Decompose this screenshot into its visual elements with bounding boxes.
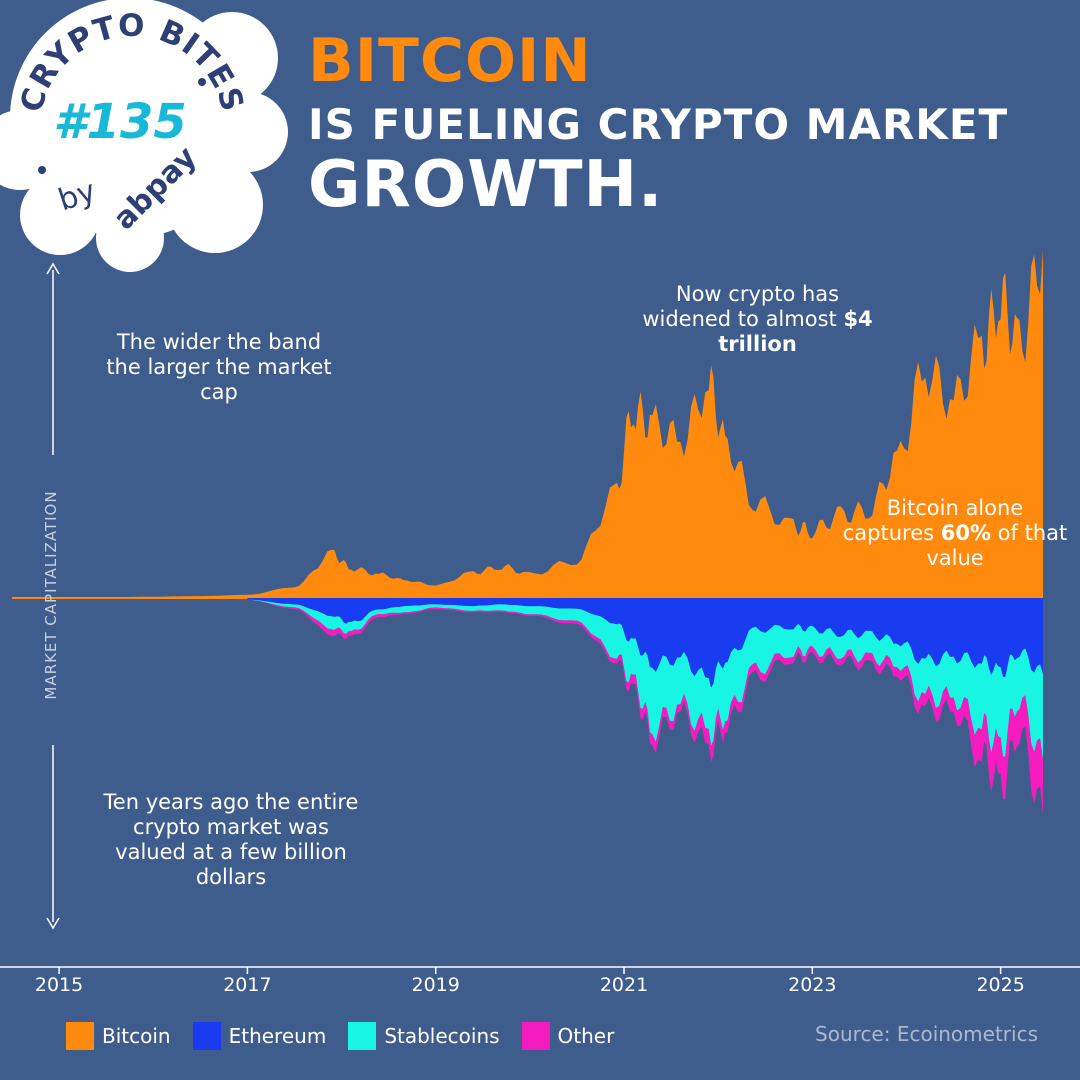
annotation-ten-years: Ten years ago the entire crypto market w…: [103, 790, 359, 889]
y-axis-label: MARKET CAPITALIZATION: [42, 490, 60, 700]
stream-stablecoins: [12, 598, 1043, 760]
legend-swatch: [348, 1022, 377, 1050]
source-credit: Source: Ecoinometrics: [815, 1022, 1038, 1046]
x-tick-label: 2023: [788, 974, 837, 996]
annotation-btc-text: Bitcoin alone captures: [842, 496, 1024, 545]
stream-ethereum: [12, 598, 1043, 688]
y-arrow-down-head: [46, 917, 60, 930]
annotation-btc-text-end: of that value: [926, 521, 1068, 570]
legend-label: Bitcoin: [102, 1024, 171, 1048]
annotation-now-text: Now crypto has widened to almost: [642, 282, 844, 331]
axes: [0, 262, 1080, 974]
annotation-bitcoin-share: Bitcoin alone captures 60% of that value: [840, 496, 1070, 571]
badge-number: #135: [53, 94, 187, 150]
x-tick-label: 2017: [223, 974, 272, 996]
annotation-btc-value: 60%: [940, 521, 991, 545]
x-tick-label: 2015: [34, 974, 84, 996]
annotation-now-value: $4 trillion: [718, 307, 873, 356]
badge-dot: [198, 78, 206, 86]
stream-layers: [12, 250, 1043, 815]
legend-item-stablecoins: Stablecoins: [348, 1022, 500, 1050]
legend-item-other: Other: [521, 1022, 615, 1050]
legend-swatch: [66, 1022, 94, 1050]
x-tick-label: 2021: [599, 974, 649, 996]
x-tick-label: 2019: [411, 974, 460, 996]
headline-growth: GROWTH.: [308, 148, 664, 222]
legend-swatch: [521, 1022, 550, 1050]
headline-bitcoin: BITCOIN: [308, 26, 592, 96]
legend-swatch: [192, 1022, 221, 1050]
legend-label: Ethereum: [228, 1024, 327, 1048]
legend-item-bitcoin: Bitcoin: [66, 1022, 171, 1050]
legend-item-ethereum: Ethereum: [192, 1022, 327, 1050]
legend: Bitcoin Ethereum Stablecoins Other: [66, 1022, 636, 1050]
badge-dot: [38, 166, 46, 174]
annotation-now-crypto: Now crypto has widened to almost $4 tril…: [640, 282, 875, 357]
x-tick-label: 2025: [976, 974, 1025, 996]
legend-label: Stablecoins: [384, 1024, 500, 1048]
crypto-bites-badge: CRYPTO BITES #135 by abpay: [0, 0, 288, 272]
y-arrow-up-head: [46, 262, 60, 275]
legend-label: Other: [557, 1024, 615, 1048]
stream-bitcoin: [12, 250, 1043, 598]
annotation-band-width: The wider the band the larger the market…: [106, 330, 332, 404]
headline-line2: IS FUELING CRYPTO MARKET: [308, 100, 1009, 149]
